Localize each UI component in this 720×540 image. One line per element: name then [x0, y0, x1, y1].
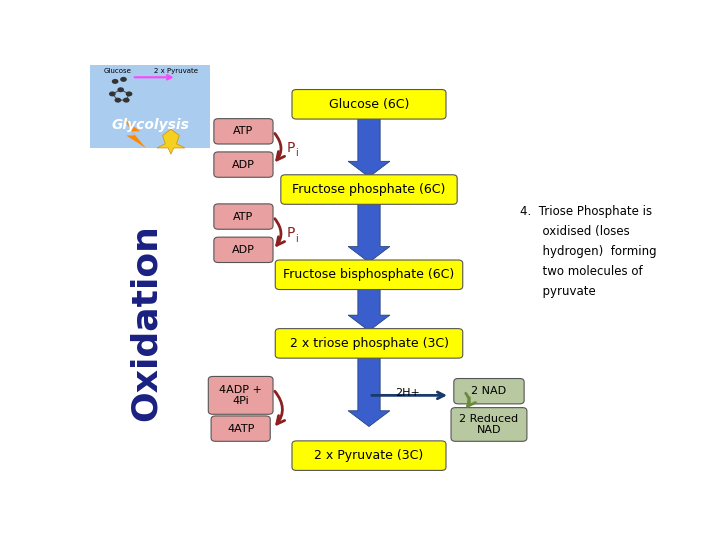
Circle shape: [109, 91, 116, 97]
Text: 4ADP +
4Pi: 4ADP + 4Pi: [219, 384, 262, 406]
Text: 2 x Pyruvate: 2 x Pyruvate: [154, 68, 198, 74]
Circle shape: [112, 79, 119, 84]
FancyArrow shape: [348, 201, 390, 262]
Polygon shape: [124, 119, 145, 148]
Text: 2 Reduced
NAD: 2 Reduced NAD: [459, 414, 518, 435]
Text: ATP: ATP: [233, 212, 253, 221]
Text: 4.  Triose Phosphate is
      oxidised (loses
      hydrogen)  forming
      two: 4. Triose Phosphate is oxidised (loses h…: [520, 205, 657, 299]
Text: ADP: ADP: [232, 245, 255, 255]
FancyArrow shape: [348, 116, 390, 177]
Text: Oxidation: Oxidation: [129, 224, 163, 421]
FancyBboxPatch shape: [208, 376, 273, 414]
FancyBboxPatch shape: [281, 175, 457, 204]
Circle shape: [126, 91, 132, 97]
FancyBboxPatch shape: [454, 379, 524, 404]
Text: ADP: ADP: [232, 160, 255, 170]
FancyBboxPatch shape: [292, 90, 446, 119]
Circle shape: [117, 87, 124, 92]
FancyBboxPatch shape: [451, 408, 527, 441]
FancyBboxPatch shape: [275, 329, 463, 358]
FancyBboxPatch shape: [214, 119, 273, 144]
Text: P: P: [287, 141, 294, 155]
Text: Glucose: Glucose: [104, 68, 132, 74]
FancyBboxPatch shape: [214, 204, 273, 230]
Polygon shape: [157, 129, 185, 154]
Text: Glucose (6C): Glucose (6C): [329, 98, 409, 111]
Text: 2 x triose phosphate (3C): 2 x triose phosphate (3C): [289, 337, 449, 350]
Text: i: i: [294, 234, 297, 244]
FancyBboxPatch shape: [90, 65, 210, 148]
FancyArrow shape: [348, 286, 390, 331]
FancyBboxPatch shape: [90, 65, 210, 148]
Text: 4ATP: 4ATP: [227, 423, 254, 434]
Text: 2 NAD: 2 NAD: [472, 386, 507, 396]
Text: ATP: ATP: [233, 126, 253, 136]
FancyBboxPatch shape: [292, 441, 446, 470]
Text: P: P: [287, 226, 294, 240]
Text: Glycolysis: Glycolysis: [112, 118, 189, 132]
Text: i: i: [294, 148, 297, 158]
Text: Fructose phosphate (6C): Fructose phosphate (6C): [292, 183, 446, 196]
Circle shape: [123, 98, 130, 103]
FancyBboxPatch shape: [275, 260, 463, 289]
Circle shape: [120, 77, 127, 82]
Text: Fructose bisphosphate (6C): Fructose bisphosphate (6C): [284, 268, 454, 281]
Text: 2 x Pyruvate (3C): 2 x Pyruvate (3C): [315, 449, 423, 462]
Text: 2H+: 2H+: [395, 388, 420, 399]
FancyBboxPatch shape: [214, 237, 273, 262]
FancyArrow shape: [348, 355, 390, 427]
FancyBboxPatch shape: [211, 416, 270, 441]
Circle shape: [114, 98, 121, 103]
FancyBboxPatch shape: [214, 152, 273, 177]
